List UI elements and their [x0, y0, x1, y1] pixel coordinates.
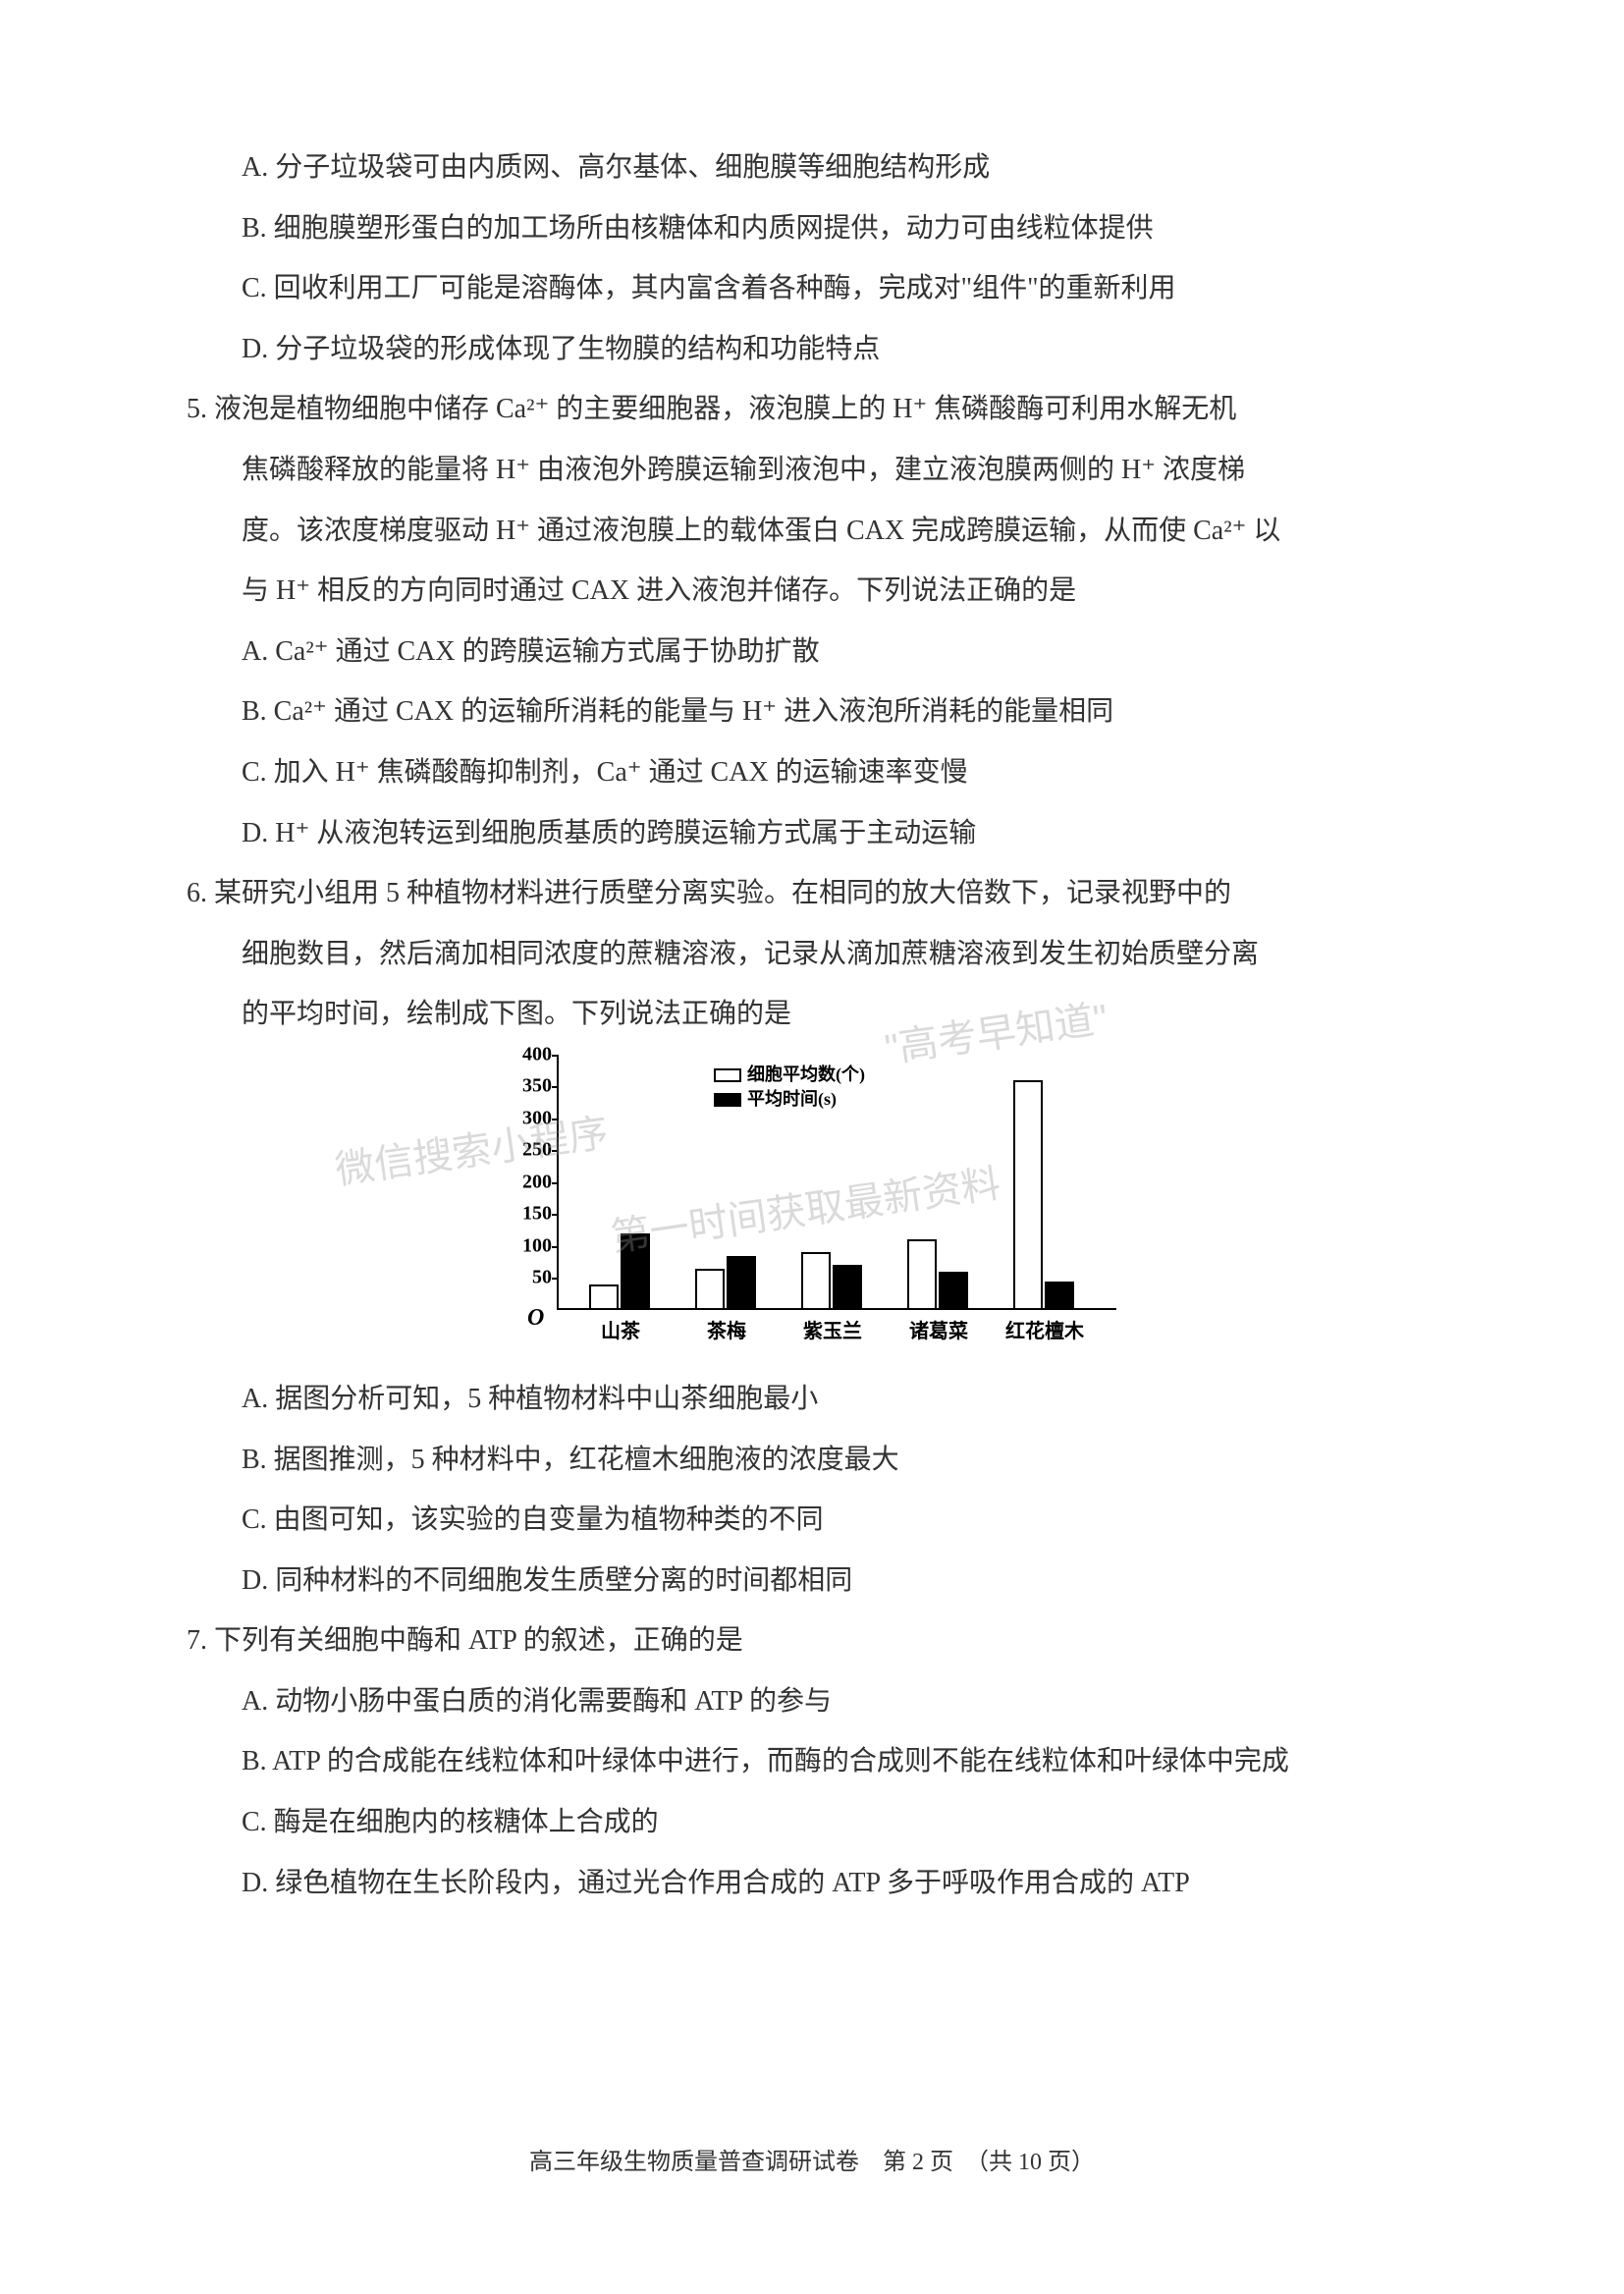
- legend-swatch-white: [714, 1068, 741, 1082]
- y-tick-label: 50: [498, 1267, 552, 1289]
- bar-chart: O 细胞平均数(个) 平均时间(s) 501001502002503003504…: [498, 1055, 1126, 1349]
- q5-option-d: D. H⁺ 从液泡转运到细胞质基质的跨膜运输方式属于主动运输: [187, 803, 1437, 864]
- bar-black: [939, 1272, 968, 1310]
- q4-option-c: C. 回收利用工厂可能是溶酶体，其内富含着各种酶，完成对"组件"的重新利用: [187, 258, 1437, 319]
- q7-option-c: C. 酶是在细胞内的核糖体上合成的: [187, 1792, 1437, 1853]
- bar-white: [801, 1252, 831, 1310]
- y-tick-label: 350: [498, 1075, 552, 1098]
- q6-stem-1: 6. 某研究小组用 5 种植物材料进行质壁分离实验。在相同的放大倍数下，记录视野…: [187, 863, 1437, 924]
- q5-stem-2: 焦磷酸释放的能量将 H⁺ 由液泡外跨膜运输到液泡中，建立液泡膜两侧的 H⁺ 浓度…: [187, 440, 1437, 501]
- chart-container: O 细胞平均数(个) 平均时间(s) 501001502002503003504…: [187, 1055, 1437, 1349]
- y-tick-label: 300: [498, 1107, 552, 1129]
- y-tick: [552, 1214, 559, 1216]
- q6-stem-2: 细胞数目，然后滴加相同浓度的蔗糖溶液，记录从滴加蔗糖溶液到发生初始质壁分离: [187, 924, 1437, 985]
- y-tick-label: 200: [498, 1171, 552, 1193]
- bar-black: [621, 1233, 650, 1310]
- bar-white: [589, 1284, 619, 1310]
- q7-stem: 7. 下列有关细胞中酶和 ATP 的叙述，正确的是: [187, 1611, 1437, 1671]
- y-tick-label: 100: [498, 1234, 552, 1257]
- q6-option-a: A. 据图分析可知，5 种植物材料中山茶细胞最小: [187, 1369, 1437, 1430]
- exam-page: A. 分子垃圾袋可由内质网、高尔基体、细胞膜等细胞结构形成 B. 细胞膜塑形蛋白…: [0, 0, 1624, 2294]
- q5-stem-3: 度。该浓度梯度驱动 H⁺ 通过液泡膜上的载体蛋白 CAX 完成跨膜运输，从而使 …: [187, 501, 1437, 562]
- x-category-label: 山茶: [571, 1315, 670, 1343]
- bar-white: [1013, 1080, 1043, 1310]
- y-tick: [552, 1150, 559, 1152]
- bar-black: [727, 1256, 756, 1310]
- q6-option-b: B. 据图推测，5 种材料中，红花檀木细胞液的浓度最大: [187, 1430, 1437, 1491]
- legend-black-label: 平均时间(s): [747, 1087, 837, 1112]
- bar-white: [695, 1269, 725, 1310]
- x-category-label: 红花檀木: [996, 1315, 1094, 1343]
- x-category-label: 茶梅: [677, 1315, 776, 1343]
- y-tick-label: 150: [498, 1203, 552, 1226]
- q5-stem-4: 与 H⁺ 相反的方向同时通过 CAX 进入液泡并储存。下列说法正确的是: [187, 561, 1437, 622]
- q6-stem-3: 的平均时间，绘制成下图。下列说法正确的是: [187, 984, 1437, 1045]
- q5-stem-1: 5. 液泡是植物细胞中储存 Ca²⁺ 的主要细胞器，液泡膜上的 H⁺ 焦磷酸酶可…: [187, 379, 1437, 440]
- y-tick: [552, 1119, 559, 1120]
- q4-option-a: A. 分子垃圾袋可由内质网、高尔基体、细胞膜等细胞结构形成: [187, 137, 1437, 198]
- y-tick: [552, 1246, 559, 1248]
- legend-white: 细胞平均数(个): [714, 1063, 865, 1087]
- q4-option-b: B. 细胞膜塑形蛋白的加工场所由核糖体和内质网提供，动力可由线粒体提供: [187, 198, 1437, 259]
- y-tick: [552, 1182, 559, 1184]
- bar-white: [907, 1239, 937, 1310]
- q5-option-a: A. Ca²⁺ 通过 CAX 的跨膜运输方式属于协助扩散: [187, 622, 1437, 683]
- q7-option-a: A. 动物小肠中蛋白质的消化需要酶和 ATP 的参与: [187, 1671, 1437, 1732]
- q7-option-b: B. ATP 的合成能在线粒体和叶绿体中进行，而酶的合成则不能在线粒体和叶绿体中…: [187, 1731, 1437, 1792]
- y-tick: [552, 1086, 559, 1088]
- origin-label: O: [527, 1305, 544, 1332]
- q7-option-d: D. 绿色植物在生长阶段内，通过光合作用合成的 ATP 多于呼吸作用合成的 AT…: [187, 1853, 1437, 1914]
- x-category-label: 诸葛菜: [890, 1315, 988, 1343]
- q6-option-c: C. 由图可知，该实验的自变量为植物种类的不同: [187, 1490, 1437, 1551]
- legend-swatch-black: [714, 1093, 741, 1107]
- bar-black: [833, 1265, 862, 1310]
- q5-option-b: B. Ca²⁺ 通过 CAX 的运输所消耗的能量与 H⁺ 进入液泡所消耗的能量相…: [187, 682, 1437, 742]
- y-tick: [552, 1278, 559, 1280]
- y-tick-label: 400: [498, 1043, 552, 1065]
- legend-black: 平均时间(s): [714, 1087, 865, 1112]
- legend-white-label: 细胞平均数(个): [747, 1063, 865, 1087]
- y-tick-label: 250: [498, 1139, 552, 1162]
- x-category-label: 紫玉兰: [784, 1315, 882, 1343]
- y-tick: [552, 1055, 559, 1057]
- bar-black: [1045, 1282, 1074, 1310]
- q5-option-c: C. 加入 H⁺ 焦磷酸酶抑制剂，Ca⁺ 通过 CAX 的运输速率变慢: [187, 742, 1437, 803]
- page-footer: 高三年级生物质量普查调研试卷 第 2 页 （共 10 页）: [0, 2142, 1624, 2176]
- q6-option-d: D. 同种材料的不同细胞发生质壁分离的时间都相同: [187, 1551, 1437, 1611]
- chart-legend: 细胞平均数(个) 平均时间(s): [714, 1063, 865, 1112]
- q4-option-d: D. 分子垃圾袋的形成体现了生物膜的结构和功能特点: [187, 319, 1437, 380]
